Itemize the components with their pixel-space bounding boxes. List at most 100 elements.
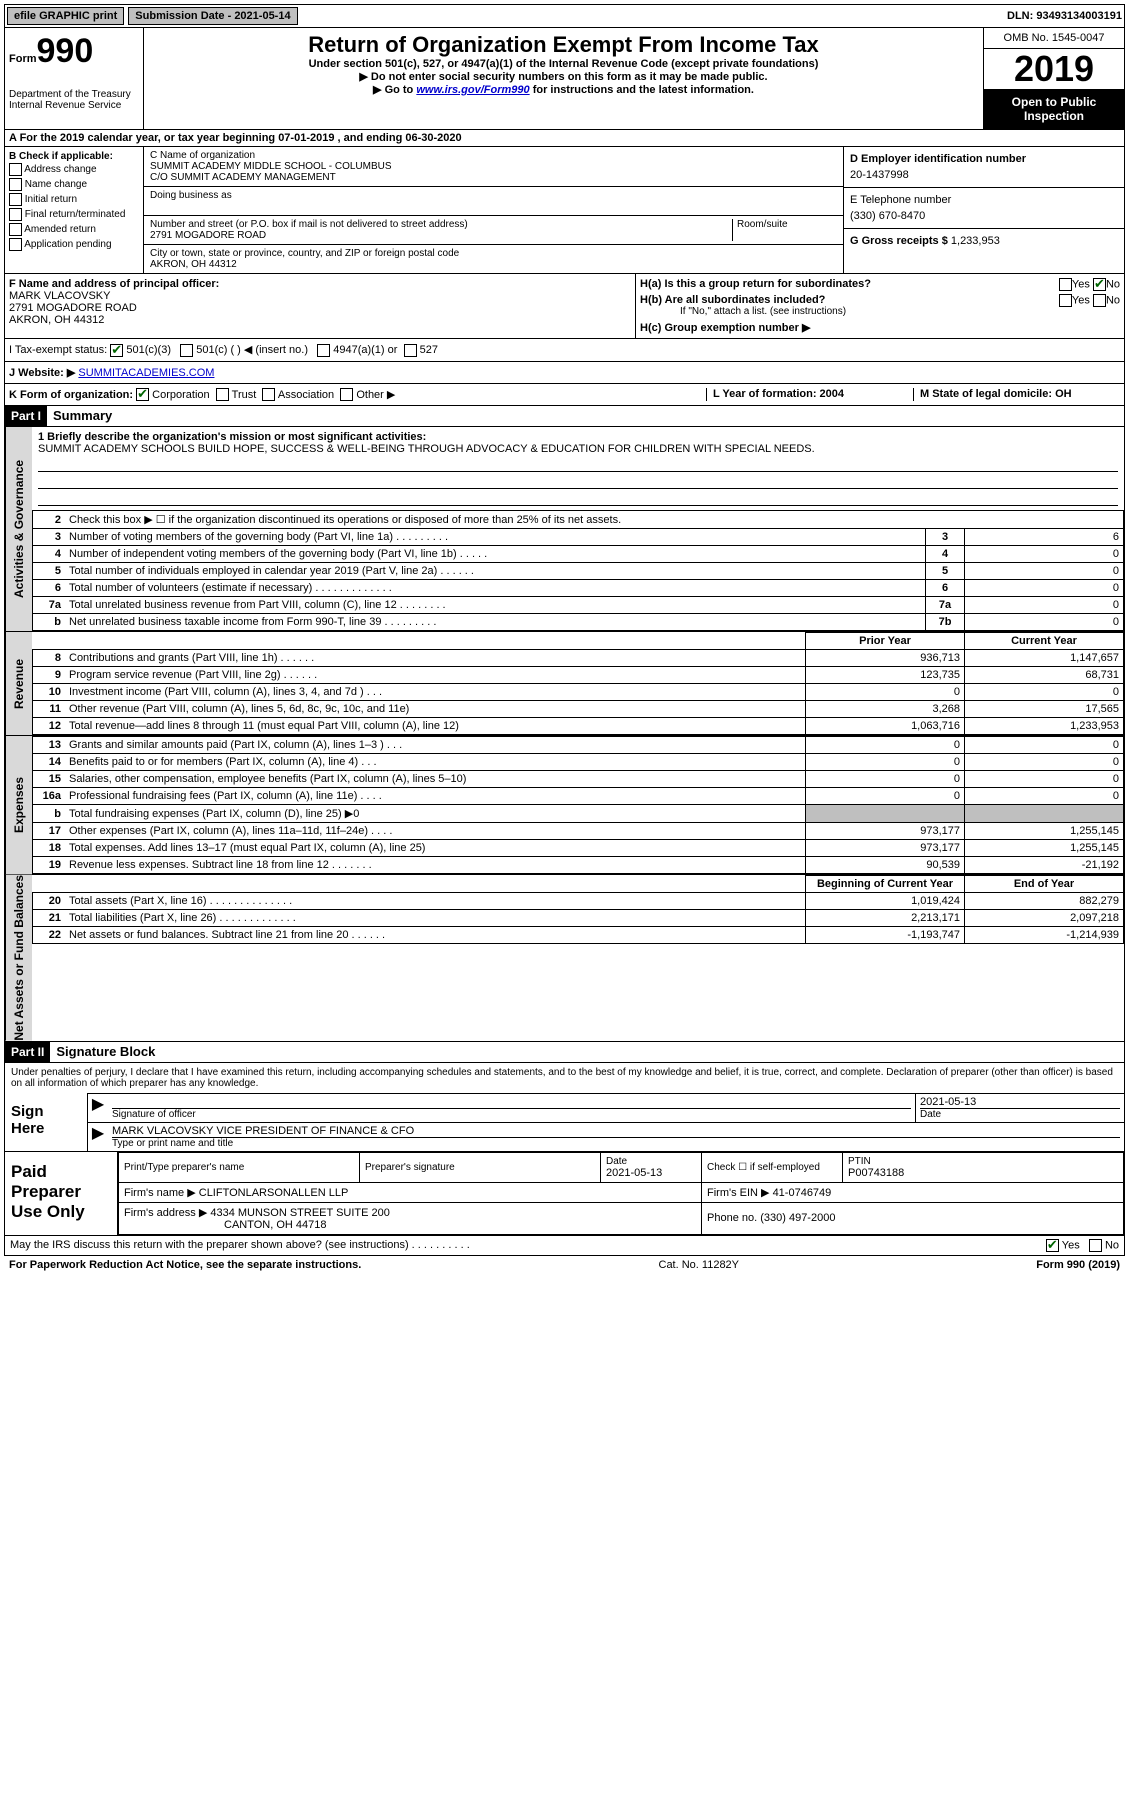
netassets-block: Net Assets or Fund Balances Beginning of… (4, 875, 1125, 1042)
table-row: 2Check this box ▶ ☐ if the organization … (33, 511, 1124, 529)
table-row: 9Program service revenue (Part VIII, lin… (33, 667, 1124, 684)
table-row: 15Salaries, other compensation, employee… (33, 771, 1124, 788)
form-title: Return of Organization Exempt From Incom… (148, 32, 979, 58)
table-row: 13Grants and similar amounts paid (Part … (33, 737, 1124, 754)
governance-table: 2Check this box ▶ ☐ if the organization … (32, 510, 1124, 631)
arrow-icon: ▶ (88, 1094, 108, 1122)
governance-block: Activities & Governance 1 Briefly descri… (4, 427, 1125, 632)
form-number: Form990 (9, 32, 139, 71)
netassets-tab: Net Assets or Fund Balances (5, 875, 32, 1041)
year-formation: L Year of formation: 2004 (706, 388, 913, 402)
table-row: 19Revenue less expenses. Subtract line 1… (33, 857, 1124, 874)
efile-print-button[interactable]: efile GRAPHIC print (7, 7, 124, 25)
initial-return-checkbox[interactable] (9, 193, 22, 206)
527-checkbox[interactable] (404, 344, 417, 357)
gross-receipts-cell: G Gross receipts $ 1,233,953 (844, 229, 1124, 253)
website-link[interactable]: SUMMITACADEMIES.COM (78, 367, 214, 379)
table-row: 3Number of voting members of the governi… (33, 529, 1124, 546)
phone-cell: E Telephone number (330) 670-8470 (844, 188, 1124, 229)
dln-label: DLN: 93493134003191 (1007, 10, 1122, 22)
paid-preparer-block: Paid Preparer Use Only Print/Type prepar… (4, 1152, 1125, 1236)
irs-discuss-row: May the IRS discuss this return with the… (4, 1236, 1125, 1256)
form-org-row: K Form of organization: Corporation Trus… (4, 384, 1125, 407)
address-cell: Number and street (or P.O. box if mail i… (144, 216, 843, 245)
org-name-cell: C Name of organization SUMMIT ACADEMY MI… (144, 147, 843, 187)
hb-yes-checkbox[interactable] (1059, 294, 1072, 307)
checkbox-column-b: B Check if applicable: Address change Na… (5, 147, 144, 273)
501c3-checkbox[interactable] (110, 344, 123, 357)
topbar: efile GRAPHIC print Submission Date - 20… (4, 4, 1125, 28)
revenue-tab: Revenue (5, 632, 32, 735)
final-return-checkbox[interactable] (9, 208, 22, 221)
form-header: Form990 Department of the Treasury Inter… (4, 28, 1125, 130)
penalty-statement: Under penalties of perjury, I declare th… (5, 1063, 1124, 1093)
website-row: J Website: ▶ SUMMITACADEMIES.COM (4, 362, 1125, 384)
table-row: 10Investment income (Part VIII, column (… (33, 684, 1124, 701)
table-row: 17Other expenses (Part IX, column (A), l… (33, 823, 1124, 840)
501c-checkbox[interactable] (180, 344, 193, 357)
ha-no-checkbox[interactable] (1093, 278, 1106, 291)
amended-return-checkbox[interactable] (9, 223, 22, 236)
officer-group-section: F Name and address of principal officer:… (4, 274, 1125, 339)
table-row: bTotal fundraising expenses (Part IX, co… (33, 805, 1124, 823)
table-row: 18Total expenses. Add lines 13–17 (must … (33, 840, 1124, 857)
trust-checkbox[interactable] (216, 388, 229, 401)
expenses-block: Expenses 13Grants and similar amounts pa… (4, 736, 1125, 875)
table-row: 20Total assets (Part X, line 16) . . . .… (33, 893, 1124, 910)
part2-header: Part IISignature Block (4, 1042, 1125, 1063)
table-row: 8Contributions and grants (Part VIII, li… (33, 650, 1124, 667)
table-row: 7aTotal unrelated business revenue from … (33, 597, 1124, 614)
form-note-2: ▶ Go to www.irs.gov/Form990 for instruct… (148, 83, 979, 96)
table-row: 16aProfessional fundraising fees (Part I… (33, 788, 1124, 805)
arrow-icon: ▶ (88, 1123, 108, 1151)
city-cell: City or town, state or province, country… (144, 245, 843, 273)
table-row: 11Other revenue (Part VIII, column (A), … (33, 701, 1124, 718)
tax-year: 2019 (984, 49, 1124, 89)
other-checkbox[interactable] (340, 388, 353, 401)
footer-line: For Paperwork Reduction Act Notice, see … (4, 1256, 1125, 1274)
hb-no-checkbox[interactable] (1093, 294, 1106, 307)
table-row: 14Benefits paid to or for members (Part … (33, 754, 1124, 771)
discuss-no-checkbox[interactable] (1089, 1239, 1102, 1252)
open-public-badge: Open to Public Inspection (984, 89, 1124, 129)
part1-header: Part ISummary (4, 406, 1125, 427)
signature-block: Under penalties of perjury, I declare th… (4, 1063, 1125, 1152)
omb-number: OMB No. 1545-0047 (984, 28, 1124, 49)
form-note-1: ▶ Do not enter social security numbers o… (148, 70, 979, 83)
revenue-table: Prior YearCurrent Year 8Contributions an… (32, 632, 1124, 735)
governance-tab: Activities & Governance (5, 427, 32, 631)
ha-yes-checkbox[interactable] (1059, 278, 1072, 291)
table-row: 4Number of independent voting members of… (33, 546, 1124, 563)
expenses-tab: Expenses (5, 736, 32, 874)
revenue-block: Revenue Prior YearCurrent Year 8Contribu… (4, 632, 1125, 736)
ein-cell: D Employer identification number 20-1437… (844, 147, 1124, 188)
table-row: bNet unrelated business taxable income f… (33, 614, 1124, 631)
table-row: 5Total number of individuals employed in… (33, 563, 1124, 580)
sign-here-label: Sign Here (5, 1093, 88, 1151)
form-page-label: Form 990 (2019) (1036, 1259, 1120, 1271)
expenses-table: 13Grants and similar amounts paid (Part … (32, 736, 1124, 874)
state-domicile: M State of legal domicile: OH (913, 388, 1120, 402)
dept-label: Department of the Treasury Internal Reve… (9, 89, 139, 111)
identity-section: B Check if applicable: Address change Na… (4, 147, 1125, 274)
form-subtitle: Under section 501(c), 527, or 4947(a)(1)… (148, 58, 979, 70)
submission-date-label: Submission Date - 2021-05-14 (128, 7, 297, 25)
table-row: 6Total number of volunteers (estimate if… (33, 580, 1124, 597)
name-change-checkbox[interactable] (9, 178, 22, 191)
paid-preparer-label: Paid Preparer Use Only (5, 1152, 118, 1235)
netassets-table: Beginning of Current YearEnd of Year 20T… (32, 875, 1124, 944)
address-change-checkbox[interactable] (9, 163, 22, 176)
table-row: 12Total revenue—add lines 8 through 11 (… (33, 718, 1124, 735)
table-row: 21Total liabilities (Part X, line 26) . … (33, 910, 1124, 927)
irs-link[interactable]: www.irs.gov/Form990 (416, 84, 529, 96)
corp-checkbox[interactable] (136, 388, 149, 401)
dba-cell: Doing business as (144, 187, 843, 216)
assoc-checkbox[interactable] (262, 388, 275, 401)
tax-exempt-status: I Tax-exempt status: 501(c)(3) 501(c) ( … (4, 339, 1125, 362)
application-pending-checkbox[interactable] (9, 238, 22, 251)
group-return-block: H(a) Is this a group return for subordin… (636, 274, 1124, 338)
mission-block: 1 Briefly describe the organization's mi… (32, 427, 1124, 510)
4947-checkbox[interactable] (317, 344, 330, 357)
principal-officer: F Name and address of principal officer:… (5, 274, 636, 338)
discuss-yes-checkbox[interactable] (1046, 1239, 1059, 1252)
